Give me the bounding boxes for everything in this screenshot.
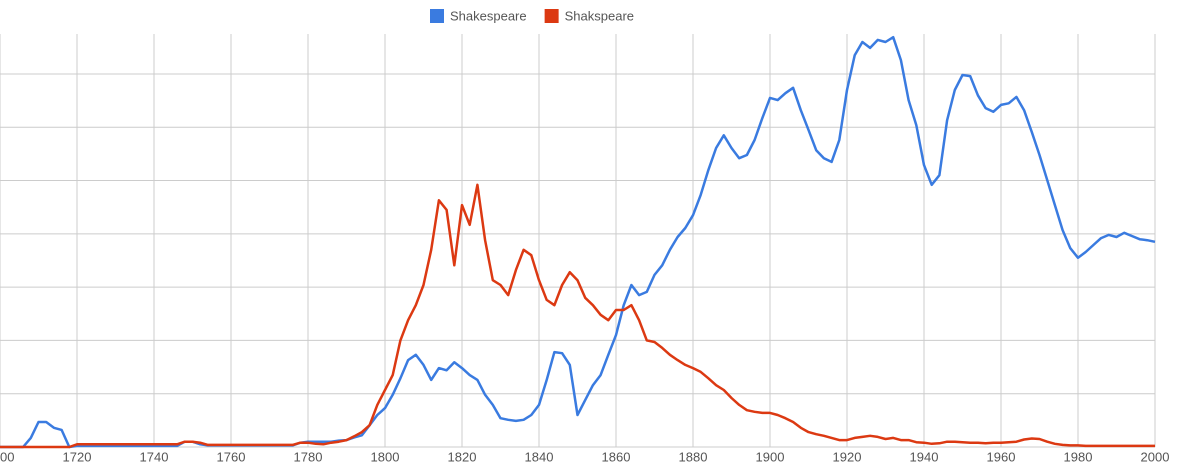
x-tick-label: 1780 bbox=[294, 449, 323, 464]
x-tick-label: 1940 bbox=[910, 449, 939, 464]
x-tick-label: 1720 bbox=[63, 449, 92, 464]
x-tick-label: 1820 bbox=[448, 449, 477, 464]
x-tick-label: 1860 bbox=[602, 449, 631, 464]
legend-label: Shakspeare bbox=[565, 8, 634, 23]
legend-swatch bbox=[544, 9, 559, 23]
x-tick-label: 1700 bbox=[0, 449, 14, 464]
x-tick-label: 1740 bbox=[140, 449, 169, 464]
x-tick-label: 1920 bbox=[833, 449, 862, 464]
series-line bbox=[0, 183, 1155, 449]
x-tick-label: 1980 bbox=[1064, 449, 1093, 464]
legend-label: Shakespeare bbox=[450, 8, 527, 23]
x-tick-label: 2000 bbox=[1141, 449, 1170, 464]
x-tick-label: 1840 bbox=[525, 449, 554, 464]
x-tick-label: 1800 bbox=[371, 449, 400, 464]
x-tick-label: 1960 bbox=[987, 449, 1016, 464]
x-tick-label: 1880 bbox=[679, 449, 708, 464]
series-line bbox=[0, 35, 1156, 449]
x-tick-label: 1900 bbox=[756, 449, 785, 464]
legend-swatch bbox=[430, 9, 444, 23]
x-tick-label: 1760 bbox=[217, 449, 246, 464]
